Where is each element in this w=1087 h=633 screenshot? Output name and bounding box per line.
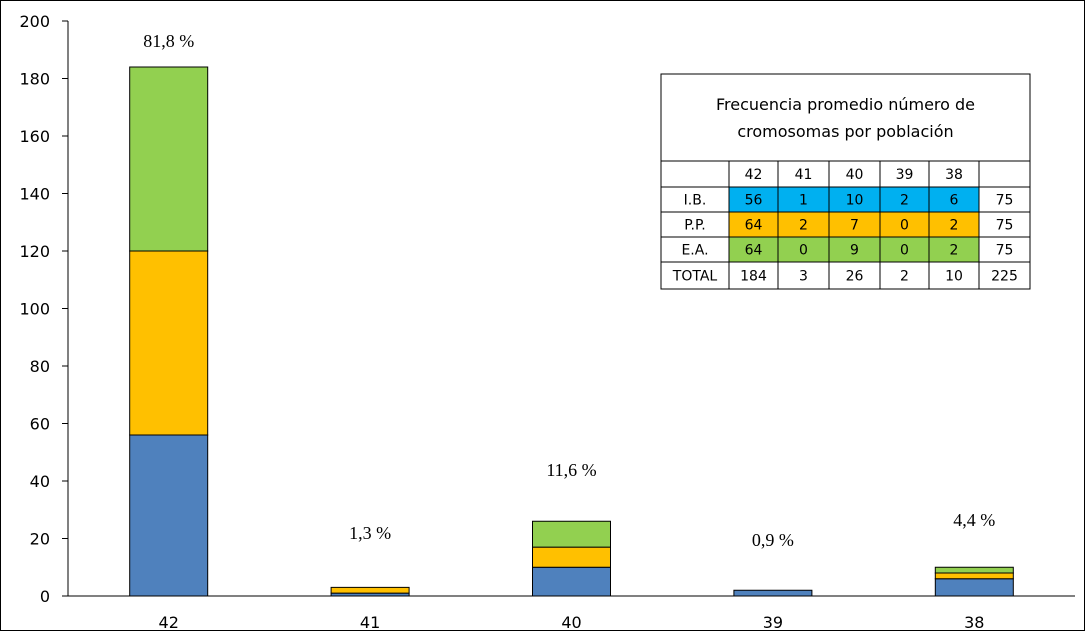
bar-segment-ib-42 <box>129 434 209 597</box>
x-tick-label: 42 <box>159 613 179 632</box>
table-row-label: E.A. <box>681 243 708 259</box>
table-header-cell: 42 <box>745 167 763 183</box>
table-cell-fill <box>829 262 880 289</box>
percent-label: 1,3 % <box>349 523 391 543</box>
table-cell-fill <box>778 237 829 262</box>
bar-segment-ea-42 <box>129 66 209 252</box>
table-value-cell: 2 <box>950 218 959 234</box>
table-value-cell: 1 <box>799 193 808 209</box>
table-value-cell: 2 <box>900 269 909 285</box>
table-cell-fill <box>880 262 929 289</box>
y-tick-label: 160 <box>19 127 50 146</box>
y-tick-label: 180 <box>19 70 50 89</box>
y-tick-label: 120 <box>19 242 50 261</box>
table-cell-fill <box>729 237 778 262</box>
table-value-cell: 9 <box>850 243 859 259</box>
table-cell-fill <box>880 237 929 262</box>
x-tick-label: 40 <box>561 613 581 632</box>
table-value-cell: 56 <box>745 193 763 209</box>
table-cell-fill <box>829 212 880 237</box>
table-value-cell: 26 <box>846 269 864 285</box>
table-cell-fill <box>729 262 778 289</box>
percent-label: 81,8 % <box>143 31 194 51</box>
table-header-cell: 40 <box>846 167 864 183</box>
table-cell-fill <box>929 237 979 262</box>
x-tick-label: 41 <box>360 613 380 632</box>
y-tick-label: 40 <box>30 472 50 491</box>
table-cell-fill <box>778 262 829 289</box>
bar-segment-ib-39 <box>733 589 813 597</box>
table-value-cell: 6 <box>950 193 959 209</box>
x-tick-label: 39 <box>763 613 783 632</box>
x-tick-label: 38 <box>964 613 984 632</box>
y-tick-label: 80 <box>30 357 50 376</box>
y-tick-label: 0 <box>40 587 50 606</box>
table-cell-fill <box>929 187 979 212</box>
table-row-label: TOTAL <box>672 269 718 285</box>
table-value-cell: 64 <box>745 243 763 259</box>
table-cell-fill <box>880 187 929 212</box>
y-tick-label: 140 <box>19 185 50 204</box>
table-value-cell: 3 <box>799 269 808 285</box>
percent-label: 0,9 % <box>752 530 794 550</box>
table-header-cell: 39 <box>896 167 914 183</box>
table-cell-fill <box>829 187 880 212</box>
table-value-cell: 0 <box>900 243 909 259</box>
table-value-cell: 2 <box>950 243 959 259</box>
table-cell-fill <box>729 212 778 237</box>
table-cell-fill <box>729 187 778 212</box>
bar-segment-pp-38 <box>934 572 1014 580</box>
table-row-total: 225 <box>991 269 1018 285</box>
table-value-cell: 2 <box>799 218 808 234</box>
table-cell-fill <box>829 237 880 262</box>
percent-label: 4,4 % <box>953 510 995 530</box>
bar-segment-pp-42 <box>129 250 209 436</box>
table-cell-fill <box>880 212 929 237</box>
bar-segment-ib-38 <box>934 578 1014 597</box>
table-value-cell: 64 <box>745 218 763 234</box>
table-value-cell: 184 <box>740 269 767 285</box>
table-value-cell: 2 <box>900 193 909 209</box>
table-row-total: 75 <box>996 243 1014 259</box>
table-title-line2: cromosomas por población <box>737 122 953 141</box>
y-tick-label: 100 <box>19 300 50 319</box>
table-value-cell: 10 <box>846 193 864 209</box>
table-value-cell: 7 <box>850 218 859 234</box>
bar-segment-pp-40 <box>532 546 611 568</box>
table-cell-fill <box>929 212 979 237</box>
table-cell-fill <box>929 262 979 289</box>
percent-label: 11,6 % <box>546 460 596 480</box>
table-cell-fill <box>778 212 829 237</box>
table-value-cell: 0 <box>799 243 808 259</box>
table-value-cell: 10 <box>945 269 963 285</box>
table-header-cell: 41 <box>795 167 813 183</box>
table-row-label: I.B. <box>684 193 707 209</box>
table-value-cell: 0 <box>900 218 909 234</box>
table-cell-fill <box>778 187 829 212</box>
y-tick-label: 60 <box>30 415 50 434</box>
table-row-total: 75 <box>996 218 1014 234</box>
y-tick-label: 200 <box>19 12 50 31</box>
table-header-cell: 38 <box>945 167 963 183</box>
bar-segment-ib-40 <box>532 566 611 597</box>
bar-segment-pp-41 <box>330 586 410 594</box>
table-row-label: P.P. <box>684 218 705 234</box>
y-tick-label: 20 <box>30 530 50 549</box>
table-row-total: 75 <box>996 193 1014 209</box>
bar-segment-ea-40 <box>532 520 611 548</box>
bar-segment-ea-38 <box>934 566 1014 574</box>
table-title-line1: Frecuencia promedio número de <box>716 95 975 114</box>
